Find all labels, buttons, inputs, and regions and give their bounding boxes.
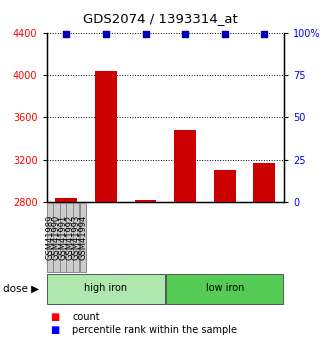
Bar bbox=[166, 274, 283, 304]
Text: GDS2074 / 1393314_at: GDS2074 / 1393314_at bbox=[83, 12, 238, 25]
Point bbox=[64, 32, 69, 37]
Text: ■: ■ bbox=[50, 325, 59, 335]
Bar bbox=[53, 203, 60, 272]
Text: ■: ■ bbox=[50, 313, 59, 322]
Bar bbox=[66, 203, 73, 272]
Text: GSM41989: GSM41989 bbox=[45, 215, 54, 260]
Bar bbox=[95, 71, 117, 202]
Point bbox=[183, 32, 188, 37]
Bar bbox=[47, 274, 165, 304]
Bar bbox=[253, 162, 275, 202]
Text: high iron: high iron bbox=[84, 283, 127, 293]
Bar bbox=[174, 130, 196, 202]
Bar bbox=[134, 200, 156, 202]
Point bbox=[222, 32, 227, 37]
Point bbox=[103, 32, 108, 37]
Text: GSM41993: GSM41993 bbox=[72, 215, 81, 260]
Text: dose ▶: dose ▶ bbox=[3, 284, 39, 294]
Bar bbox=[80, 203, 86, 272]
Bar bbox=[214, 170, 236, 202]
Bar bbox=[47, 203, 53, 272]
Point bbox=[262, 32, 267, 37]
Bar bbox=[56, 198, 77, 202]
Bar bbox=[60, 203, 66, 272]
Text: percentile rank within the sample: percentile rank within the sample bbox=[72, 325, 237, 335]
Bar bbox=[73, 203, 79, 272]
Text: count: count bbox=[72, 313, 100, 322]
Point bbox=[143, 32, 148, 37]
Text: GSM41990: GSM41990 bbox=[52, 215, 61, 260]
Text: GSM41991: GSM41991 bbox=[58, 215, 67, 260]
Text: GSM41994: GSM41994 bbox=[78, 215, 87, 260]
Text: low iron: low iron bbox=[205, 283, 244, 293]
Text: GSM41992: GSM41992 bbox=[65, 215, 74, 260]
